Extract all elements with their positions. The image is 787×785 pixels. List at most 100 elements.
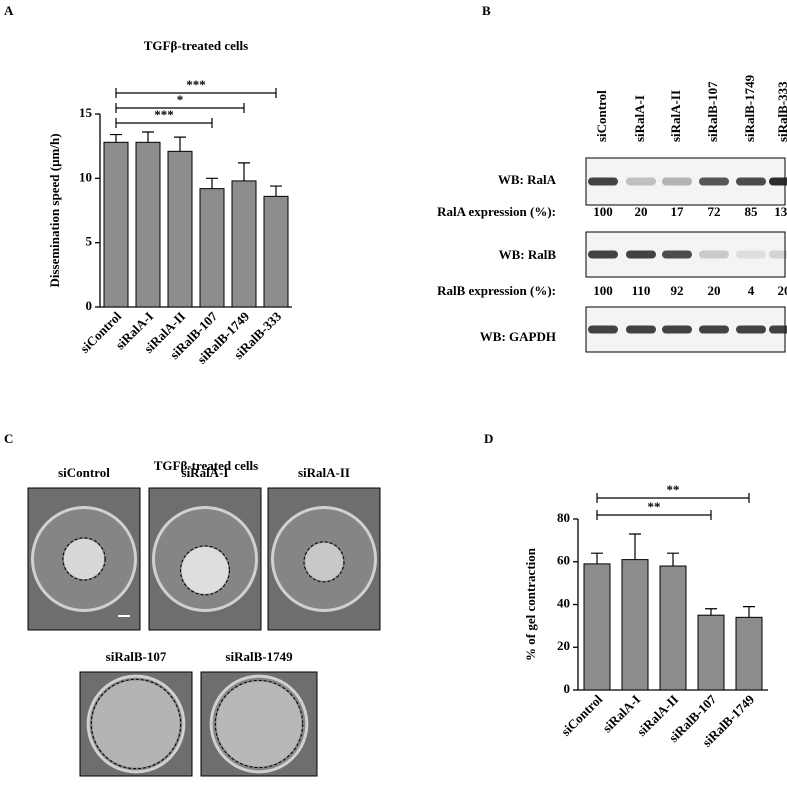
gel-outline	[179, 545, 231, 596]
significance-label: ***	[186, 77, 206, 92]
quant-value: 100	[593, 283, 613, 298]
blot-label: WB: GAPDH	[480, 329, 556, 344]
quant-value: 85	[745, 204, 759, 219]
bar	[231, 180, 257, 308]
error-bar	[142, 131, 154, 143]
bar	[167, 150, 193, 308]
gel-disc	[63, 538, 105, 580]
quant-value: 132	[774, 204, 787, 219]
panel-label: B	[482, 3, 491, 18]
gel-disc	[92, 680, 180, 768]
blot-band	[626, 325, 656, 334]
gel-disc	[304, 542, 344, 581]
quant-value: 92	[671, 283, 684, 298]
gel-outline	[90, 678, 182, 770]
bar	[263, 195, 289, 308]
blot-band	[588, 325, 618, 334]
blot-band	[769, 250, 787, 259]
significance-label: *	[177, 92, 184, 107]
significance-label: **	[648, 499, 661, 514]
blot-band	[626, 177, 656, 186]
error-bar	[238, 162, 250, 181]
blot-label: WB: RalB	[499, 247, 557, 262]
gel-disc	[181, 546, 229, 594]
image-label: siRalB-1749	[225, 649, 293, 664]
bar	[583, 563, 611, 691]
y-tick-label: 10	[79, 169, 92, 184]
y-axis-label: Dissemination speed (µm/h)	[47, 133, 62, 287]
bar	[199, 188, 225, 308]
panel-label: C	[4, 431, 13, 446]
gel-outline	[214, 679, 304, 769]
bar	[621, 559, 649, 691]
bar	[103, 141, 129, 308]
lane-label: siRalB-1749	[742, 74, 757, 142]
gel-outline	[303, 541, 345, 583]
error-bar	[629, 533, 641, 560]
error-bar	[270, 185, 282, 197]
blot-band	[736, 325, 766, 334]
chart-title: TGFβ-treated cells	[144, 38, 248, 53]
image-label: siRalA-I	[182, 465, 229, 480]
y-tick-label: 5	[86, 234, 93, 249]
significance-bracket	[115, 103, 245, 113]
quant-value: 100	[593, 204, 613, 219]
panel-label: A	[4, 3, 14, 18]
quant-value: 17	[671, 204, 685, 219]
blot-band	[769, 177, 787, 186]
y-tick-label: 0	[564, 681, 571, 696]
bar	[135, 141, 161, 308]
blot-band	[662, 250, 692, 259]
y-tick-label: 15	[79, 105, 93, 120]
x-tick-label: siControl	[77, 308, 124, 355]
lane-label: siControl	[594, 90, 609, 142]
significance-bracket	[596, 493, 750, 503]
panel-label: D	[484, 431, 493, 446]
bar	[659, 565, 687, 691]
quant-value: 4	[748, 283, 755, 298]
quant-value: 110	[632, 283, 651, 298]
y-tick-label: 0	[86, 298, 93, 313]
lane-label: siRalA-II	[668, 90, 683, 142]
y-tick-label: 80	[557, 510, 570, 525]
quant-value: 72	[708, 204, 721, 219]
panel-title: TGFβ-treated cells	[154, 458, 258, 473]
lane-label: siRalB-107	[705, 81, 720, 142]
blot-band	[626, 250, 656, 259]
blot-band	[588, 177, 618, 186]
x-tick-label: siControl	[558, 691, 605, 738]
blot-band	[662, 325, 692, 334]
error-bar	[667, 552, 679, 567]
quant-label: RalB expression (%):	[437, 283, 556, 298]
y-tick-label: 60	[557, 553, 570, 568]
image-label: siControl	[58, 465, 110, 480]
quant-value: 20	[708, 283, 721, 298]
image-label: siRalB-107	[106, 649, 167, 664]
lane-label: siRalA-I	[632, 95, 647, 142]
blot-band	[699, 250, 729, 259]
y-tick-label: 20	[557, 638, 570, 653]
blot-band	[699, 177, 729, 186]
quant-label: RalA expression (%):	[437, 204, 556, 219]
significance-bracket	[115, 118, 213, 128]
lane-label: siRalB-333	[775, 81, 787, 142]
image-label: siRalA-II	[298, 465, 350, 480]
significance-bracket	[596, 510, 712, 520]
error-bar	[591, 552, 603, 564]
error-bar	[110, 133, 122, 143]
bar	[697, 614, 725, 691]
blot-label: WB: RalA	[498, 172, 557, 187]
blot-band	[736, 177, 766, 186]
blot-band	[736, 250, 766, 259]
gel-outline	[62, 537, 106, 581]
bar	[735, 616, 763, 691]
significance-label: ***	[154, 107, 174, 122]
significance-bracket	[115, 88, 277, 98]
gel-disc	[216, 681, 302, 767]
significance-label: **	[667, 482, 680, 497]
y-tick-label: 40	[557, 595, 570, 610]
blot-band	[699, 325, 729, 334]
y-axis-label: % of gel contraction	[523, 547, 538, 661]
blot-band	[769, 325, 787, 334]
